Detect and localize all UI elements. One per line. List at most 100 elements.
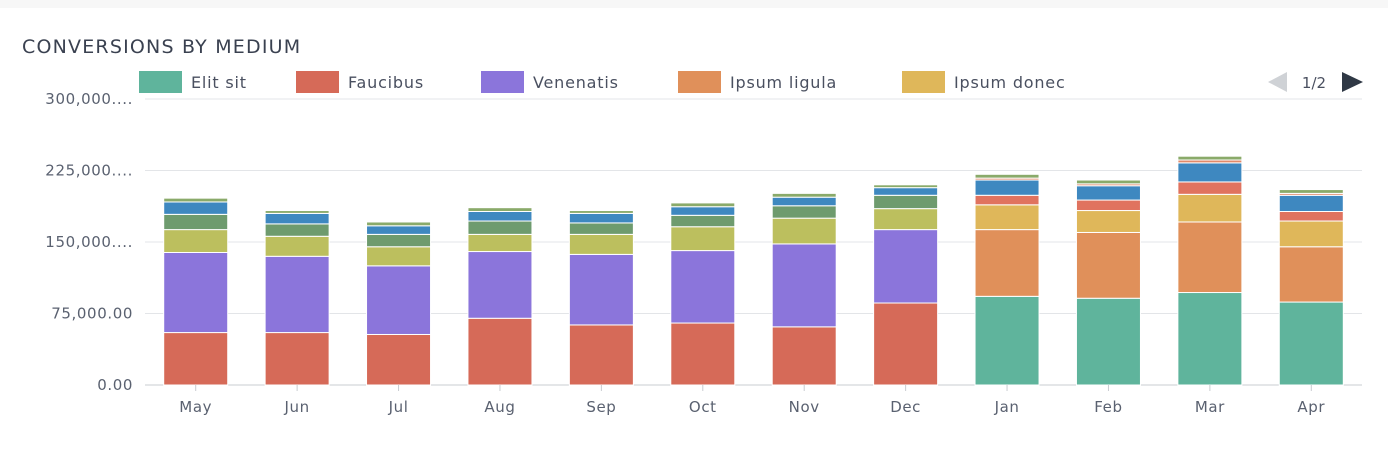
y-tick-label: 300,000.... (45, 90, 133, 108)
bar-segment[interactable] (670, 214, 736, 228)
bar-segment[interactable] (1075, 297, 1141, 386)
bar-segment[interactable] (568, 324, 634, 386)
bar-segment[interactable] (873, 184, 939, 189)
triangle-right-icon[interactable] (1342, 72, 1363, 92)
bar-segment[interactable] (467, 210, 533, 222)
bar-segment[interactable] (1278, 194, 1344, 212)
bar-segment[interactable] (163, 229, 229, 253)
bar-segment[interactable] (974, 204, 1040, 231)
y-tick-label: 225,000.... (45, 162, 133, 180)
bar-segment[interactable] (163, 197, 229, 203)
bar-segment[interactable] (1177, 162, 1243, 183)
bar-segment[interactable] (974, 295, 1040, 386)
bar-segment[interactable] (163, 213, 229, 231)
bar-segment[interactable] (771, 243, 837, 328)
bar-segment[interactable] (568, 210, 634, 214)
bar-segment[interactable] (670, 226, 736, 252)
legend-item[interactable]: Faucibus (296, 71, 424, 93)
legend-label: Ipsum ligula (730, 73, 837, 92)
bar-segment[interactable] (163, 201, 229, 215)
bar-segment[interactable] (366, 233, 432, 248)
x-tick-label: May (179, 398, 212, 416)
bar-segment[interactable] (873, 229, 939, 304)
x-tick-label: Mar (1195, 398, 1225, 416)
bar-segment[interactable] (467, 251, 533, 319)
bar-segment[interactable] (1278, 210, 1344, 222)
bar-segment[interactable] (670, 322, 736, 386)
bar-segment[interactable] (771, 196, 837, 207)
bar-segment[interactable] (771, 217, 837, 245)
bar-segment[interactable] (366, 221, 432, 227)
bar-segment[interactable] (1278, 220, 1344, 248)
bar-segment[interactable] (264, 210, 330, 214)
legend-pager[interactable]: 1/2 (1268, 72, 1363, 92)
bar-segment[interactable] (974, 179, 1040, 196)
bar-segment[interactable] (568, 222, 634, 235)
bar-segment[interactable] (366, 333, 432, 386)
legend-swatch (678, 71, 721, 93)
bar-segment[interactable] (1177, 292, 1243, 386)
bar-segment[interactable] (264, 235, 330, 257)
bar-segment[interactable] (467, 207, 533, 212)
legend-swatch (902, 71, 945, 93)
bar-segment[interactable] (568, 233, 634, 255)
legend: Elit sit Faucibus Venenatis Ipsum ligula Ips… (139, 71, 1066, 93)
bar-segment[interactable] (467, 233, 533, 253)
bar-segment[interactable] (264, 255, 330, 334)
bar-segment[interactable] (1075, 179, 1141, 185)
bar-segment[interactable] (366, 246, 432, 267)
y-tick-label: 150,000.... (45, 233, 133, 251)
bar-segment[interactable] (1075, 185, 1141, 201)
legend-label: Faucibus (348, 73, 424, 92)
bar-segment[interactable] (264, 212, 330, 225)
bar-segment[interactable] (163, 251, 229, 334)
x-tick-label: Dec (890, 398, 921, 416)
bar-segment[interactable] (974, 229, 1040, 297)
bar-segment[interactable] (1177, 155, 1243, 161)
bar-segment[interactable] (1278, 189, 1344, 194)
x-tick-label: Apr (1297, 398, 1325, 416)
bar-segment[interactable] (467, 317, 533, 386)
bar-segment[interactable] (163, 332, 229, 386)
bar-segment[interactable] (1075, 199, 1141, 212)
bar-segment[interactable] (873, 187, 939, 196)
bar-segment[interactable] (873, 208, 939, 231)
x-tick-label: Jun (284, 398, 310, 416)
legend-item[interactable]: Elit sit (139, 71, 247, 93)
x-tick-label: Oct (689, 398, 717, 416)
bar-segment[interactable] (1177, 221, 1243, 294)
bar-segment[interactable] (264, 223, 330, 237)
bar-segment[interactable] (568, 253, 634, 326)
legend-item[interactable]: Ipsum ligula (678, 71, 837, 93)
legend-label: Venenatis (533, 73, 619, 92)
bar-segment[interactable] (670, 206, 736, 216)
bar-segment[interactable] (264, 332, 330, 386)
bar-segment[interactable] (366, 225, 432, 235)
bar-segment[interactable] (1278, 246, 1344, 303)
triangle-left-icon[interactable] (1268, 72, 1287, 92)
bar-segment[interactable] (873, 302, 939, 386)
bar-segment[interactable] (974, 173, 1040, 179)
bar-segment[interactable] (467, 220, 533, 235)
x-tick-label: Feb (1094, 398, 1122, 416)
legend-swatch (139, 71, 182, 93)
bar-segment[interactable] (568, 212, 634, 224)
bar-segment[interactable] (974, 194, 1040, 206)
bar-segment[interactable] (670, 202, 736, 208)
bar-segment[interactable] (1075, 210, 1141, 233)
y-tick-label: 0.00 (97, 376, 133, 394)
bar-segment[interactable] (670, 250, 736, 324)
bar-segment[interactable] (366, 265, 432, 335)
bar-segment[interactable] (771, 192, 837, 198)
legend-item[interactable]: Ipsum donec (902, 71, 1066, 93)
page-title: CONVERSIONS BY MEDIUM (22, 36, 302, 58)
bar-segment[interactable] (1278, 301, 1344, 386)
bar-segment[interactable] (1075, 231, 1141, 299)
legend-item[interactable]: Venenatis (481, 71, 619, 93)
bar-segment[interactable] (873, 194, 939, 210)
bar-segment[interactable] (771, 205, 837, 219)
bar-segment[interactable] (1177, 193, 1243, 223)
bar-segment[interactable] (1177, 181, 1243, 195)
bar-segment[interactable] (771, 326, 837, 386)
